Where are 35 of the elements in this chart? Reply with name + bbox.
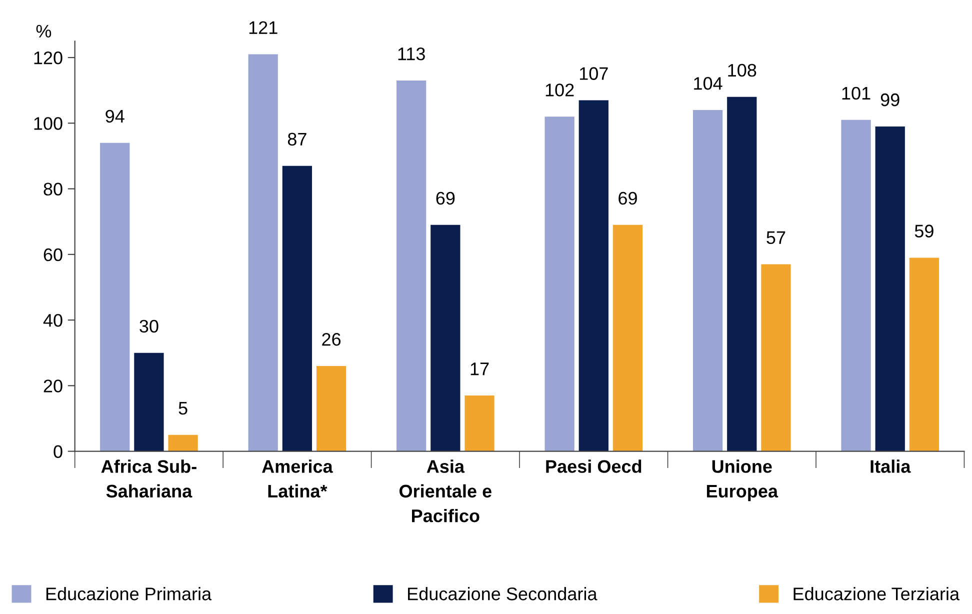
x-tick-label: Italia	[870, 460, 911, 473]
y-tick-label: 60	[44, 248, 62, 262]
legend-label: Educazione Primaria	[46, 587, 212, 600]
data-label: 113	[398, 47, 425, 60]
y-tick-label: 120	[34, 51, 62, 64]
legend-label: Educazione Secondaria	[408, 587, 598, 600]
data-label: 99	[880, 93, 900, 106]
y-tick-label: 0	[54, 445, 62, 458]
x-tick-label: Asia Orientale e Pacifico	[400, 460, 492, 522]
data-label: 87	[288, 132, 306, 146]
data-label: 102	[546, 84, 574, 96]
y-tick-label: 100	[34, 117, 62, 130]
data-label: 69	[618, 192, 637, 205]
y-axis-title: %	[36, 24, 52, 38]
data-label: 94	[106, 110, 124, 123]
data-label: 101	[842, 86, 870, 100]
data-label: 30	[140, 320, 158, 333]
data-label: 104	[694, 77, 722, 90]
y-tick-label: 80	[44, 182, 62, 196]
data-label: 59	[914, 224, 934, 238]
data-label: 107	[580, 67, 608, 80]
data-label: 121	[249, 21, 278, 34]
data-label: 69	[436, 192, 455, 205]
data-label: 26	[322, 332, 341, 346]
x-tick-label: Africa Sub- Sahariana	[101, 460, 196, 498]
x-tick-label: Paesi Oecd	[546, 460, 642, 473]
data-label: 57	[766, 231, 786, 244]
legend-label: Educazione Terziaria	[794, 587, 960, 600]
data-label: 108	[728, 64, 756, 77]
data-label: 17	[470, 362, 489, 376]
data-label: 5	[178, 402, 188, 415]
x-tick-label: America Latina*	[262, 460, 333, 498]
x-tick-label: Unione Europea	[706, 460, 778, 502]
y-tick-label: 40	[43, 314, 62, 327]
y-tick-label: 20	[44, 380, 62, 392]
